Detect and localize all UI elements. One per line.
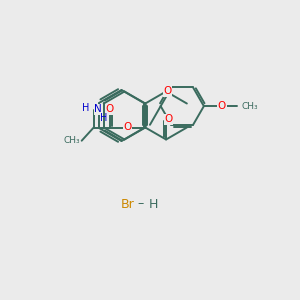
Text: N: N <box>94 104 102 115</box>
Text: O: O <box>164 114 172 124</box>
Text: H: H <box>100 113 108 123</box>
Text: O: O <box>123 122 131 133</box>
Text: –: – <box>138 197 144 211</box>
Text: CH₃: CH₃ <box>242 102 259 111</box>
Text: Br: Br <box>121 197 135 211</box>
Text: O: O <box>218 101 226 111</box>
Text: CH₃: CH₃ <box>64 136 80 145</box>
Text: H: H <box>148 197 158 211</box>
Text: O: O <box>164 86 172 97</box>
Text: O: O <box>106 104 114 114</box>
Text: H: H <box>82 103 89 113</box>
